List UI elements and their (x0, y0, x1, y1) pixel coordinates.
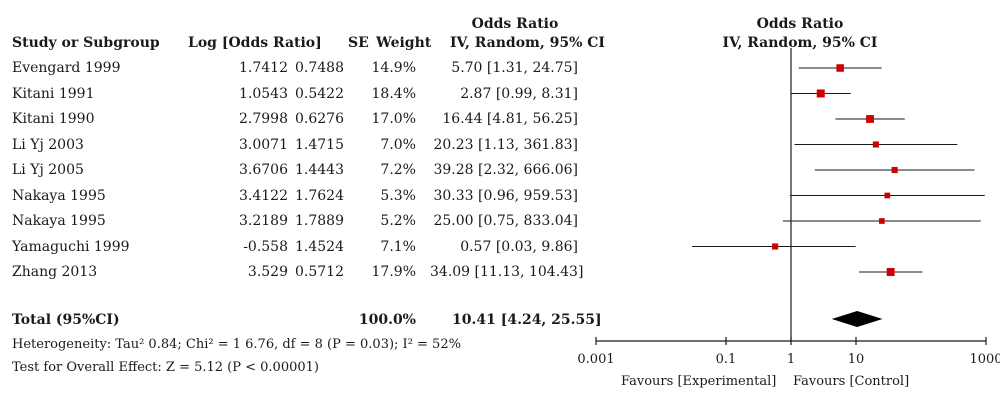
study-name: Evengard 1999 (12, 60, 121, 76)
weight-value: 7.0% (380, 136, 416, 153)
total-ci: 10.41 [4.24, 25.55] (452, 312, 602, 328)
ci-text: 0.57 [0.03, 9.86] (460, 238, 578, 255)
ci-text: 16.44 [4.81, 56.25] (442, 111, 578, 127)
ci-text: 2.87 [0.99, 8.31] (460, 85, 578, 102)
favours-control-label: Favours [Control] (793, 374, 910, 389)
log-or-value: 3.2189 (239, 213, 288, 229)
study-marker (891, 166, 898, 174)
study-name: Li Yj 2005 (12, 162, 84, 178)
weight-value: 5.3% (380, 187, 416, 204)
ci-text: 5.70 [1.31, 24.75] (451, 60, 578, 76)
or-method-header: IV, Random, 95% CI (450, 35, 605, 51)
heterogeneity-text: Heterogeneity: Tau² 0.84; Chi² = 1 6.76,… (12, 337, 461, 352)
pooled-diamond (831, 311, 883, 327)
total-label: Total (95%CI) (12, 312, 120, 328)
se-value: 0.5712 (295, 264, 344, 280)
log-or-value: -0.558 (243, 238, 288, 255)
x-tick-label: 1000 (969, 352, 1000, 367)
log-or-value: 3.0071 (239, 136, 288, 153)
se-value: 0.6276 (295, 111, 344, 127)
weight-column-header: Weight (376, 35, 432, 51)
ci-text: 39.28 [2.32, 666.06] (433, 162, 578, 178)
weight-value: 14.9% (371, 60, 416, 76)
ci-text: 30.33 [0.96, 959.53] (433, 187, 578, 204)
study-name: Kitani 1991 (12, 85, 95, 102)
se-value: 1.7624 (295, 187, 344, 204)
weight-value: 18.4% (371, 85, 416, 102)
study-marker (872, 141, 879, 148)
study-marker (879, 218, 885, 224)
weight-value: 17.0% (371, 111, 416, 127)
plot-title: Odds Ratio (756, 16, 844, 32)
plot-method: IV, Random, 95% CI (722, 35, 878, 51)
x-tick-label: 10 (848, 352, 865, 367)
overall-effect-text: Test for Overall Effect: Z = 5.12 (P < 0… (12, 360, 319, 375)
study-marker (772, 243, 779, 250)
x-tick-label: 0.001 (577, 352, 614, 367)
se-value: 1.4443 (295, 162, 344, 178)
study-name: Zhang 2013 (12, 264, 98, 280)
study-column-header: Study or Subgroup (12, 35, 160, 51)
study-marker (886, 268, 895, 276)
study-marker (816, 89, 825, 98)
log-or-value: 3.6706 (239, 162, 288, 178)
log-or-value: 2.7998 (239, 111, 288, 127)
study-marker (884, 192, 891, 199)
log-or-value: 1.7412 (239, 60, 288, 76)
log-or-column-header: Log [Odds Ratio] (188, 35, 322, 51)
study-name: Nakaya 1995 (12, 187, 106, 204)
favours-experimental-label: Favours [Experimental] (621, 374, 777, 389)
x-tick-label: 0.1 (716, 352, 737, 367)
log-or-value: 3.529 (247, 264, 288, 280)
study-marker (866, 115, 874, 123)
ci-text: 34.09 [11.13, 104.43] (430, 264, 584, 280)
se-value: 1.4524 (295, 238, 344, 255)
ci-text: 20.23 [1.13, 361.83] (433, 136, 578, 153)
ci-text: 25.00 [0.75, 833.04] (433, 213, 578, 229)
study-name: Nakaya 1995 (12, 213, 106, 229)
study-marker (836, 64, 844, 72)
se-value: 0.5422 (295, 85, 344, 102)
study-name: Kitani 1990 (12, 111, 95, 127)
weight-value: 7.2% (380, 162, 416, 178)
weight-value: 17.9% (371, 264, 416, 280)
study-name: Li Yj 2003 (12, 136, 84, 153)
total-weight: 100.0% (358, 312, 416, 328)
se-value: 1.7889 (295, 213, 344, 229)
weight-value: 5.2% (380, 213, 416, 229)
log-or-value: 1.0543 (239, 85, 288, 102)
se-value: 0.7488 (295, 60, 344, 76)
log-or-value: 3.4122 (239, 187, 288, 204)
weight-value: 7.1% (380, 238, 416, 255)
or-column-title: Odds Ratio (471, 16, 559, 32)
x-tick-label: 1 (787, 352, 795, 367)
se-column-header: SE (348, 35, 369, 51)
study-name: Yamaguchi 1999 (12, 238, 130, 255)
se-value: 1.4715 (295, 136, 344, 153)
